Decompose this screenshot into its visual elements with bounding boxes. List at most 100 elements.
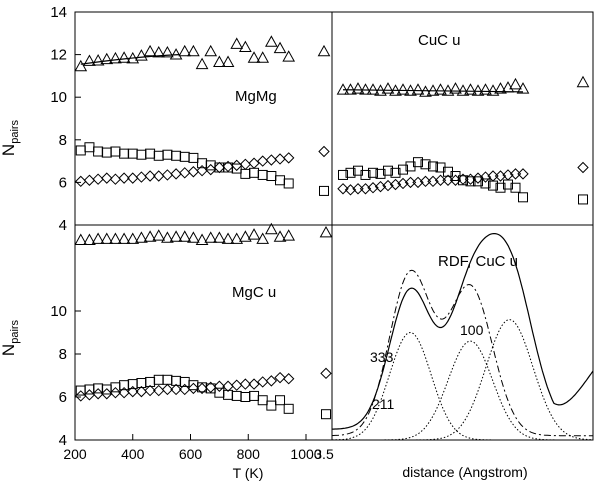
data-point-cucu-triangle [494,82,507,94]
rdf-peak-label-333: 333 [370,349,394,365]
data-point-mgcu-square [283,403,294,414]
data-point-mgmg-square [249,167,260,178]
panel-label-mgcu: MgC u [232,284,276,301]
data-point-mgmg-triangle [187,44,200,57]
y-tick-label-top: 10 [50,89,67,106]
data-point-mgcu-square [249,390,260,401]
y-axis-label-bottom-sub: pairs [9,319,21,343]
data-point-cucu-triangle [486,84,500,96]
data-point-mgmg-diamond [265,154,278,166]
data-point-cucu-diamond [487,170,499,182]
data-point-cucu-diamond [517,168,529,180]
data-point-mgmg-square [84,142,95,153]
data-point-cucu-triangle [366,83,380,95]
data-point-mgmg-triangle [213,55,226,67]
data-point-mgcu-diamond [282,373,295,385]
data-point-mgcu-triangle [135,231,148,243]
extra-point-mgmg-square [319,185,329,196]
data-point-cucu-triangle [464,83,477,95]
data-point-mgmg-diamond [231,159,243,172]
data-point-mgcu-triangle [230,232,244,244]
data-point-mgmg-diamond [109,173,122,185]
data-point-mgmg-diamond [256,155,269,167]
data-point-mgmg-square [171,150,182,161]
data-point-mgcu-triangle [178,230,192,242]
extra-point-cucu-triangle [576,75,590,88]
data-point-mgcu-diamond [135,385,148,398]
data-point-mgmg-diamond [75,175,87,188]
panel-label-mgmg: MgMg [235,88,277,105]
data-point-mgcu-triangle [213,231,226,243]
plot-frame [74,11,594,441]
y-axis-label-top: Npairs [0,119,21,156]
data-point-mgmg-square [127,148,138,159]
data-point-mgcu-triangle [169,230,183,242]
data-point-mgmg-diamond [222,160,234,173]
data-point-mgmg-diamond [83,174,96,186]
data-point-mgmg-diamond [101,172,113,184]
data-point-mgcu-square [240,392,251,402]
data-point-mgcu-triangle [74,233,88,245]
data-point-mgcu-triangle [247,228,261,240]
data-point-mgmg-triangle [83,54,96,66]
data-point-mgmg-square [119,148,130,159]
data-point-mgcu-diamond [274,371,286,384]
data-point-mgmg-square [205,160,216,171]
extra-point-cucu-diamond [577,161,589,174]
y-tick-label-top: 14 [50,4,67,21]
data-point-mgmg-triangle [230,37,244,49]
data-point-mgcu-diamond [75,390,87,402]
data-point-mgmg-square [162,149,173,160]
data-point-cucu-triangle [509,77,522,90]
data-point-mgmg-diamond [135,171,148,183]
data-point-mgmg-triangle [91,54,105,66]
data-point-mgcu-triangle [109,232,122,244]
data-point-mgcu-triangle [265,222,278,235]
x-axis-label-left: T (K) [233,465,264,481]
data-point-mgcu-triangle [91,232,105,244]
data-point-cucu-square [368,167,378,178]
data-point-mgmg-triangle [256,51,270,63]
data-point-mgmg-square [188,152,199,163]
data-point-mgmg-triangle [204,44,218,57]
rdf-peak-label-100: 100 [460,322,484,338]
data-point-mgcu-diamond [92,388,104,400]
y-tick-label-top: 6 [59,174,67,191]
data-point-mgcu-square [231,390,242,401]
data-point-mgmg-square [153,150,164,161]
data-point-mgmg-triangle [143,44,157,57]
y-axis-label-top-sub: pairs [9,119,21,143]
data-point-cucu-diamond [442,174,454,186]
data-point-cucu-square [360,169,371,180]
data-point-cucu-square [375,168,386,179]
data-point-cucu-square [398,164,408,175]
data-point-mgmg-diamond [205,163,217,176]
data-point-mgmg-diamond [144,170,156,182]
data-point-mgcu-diamond [144,384,156,397]
data-point-mgmg-diamond [274,153,286,165]
data-point-cucu-triangle [456,84,470,96]
data-point-cucu-triangle [344,83,357,95]
data-point-mgcu-triangle [152,229,166,241]
data-point-mgmg-diamond [248,157,260,169]
y-tick-label-bottom: 6 [59,389,67,406]
data-point-cucu-square [510,182,521,193]
data-point-mgcu-diamond [161,383,174,396]
x-tick-label: 1000 [290,446,321,462]
data-point-mgcu-diamond [127,385,139,398]
extra-point-mgcu-diamond [320,367,332,380]
data-point-mgcu-square [257,395,268,406]
data-point-mgmg-square [136,149,147,160]
data-point-mgmg-diamond [187,166,200,178]
data-point-cucu-triangle [516,82,530,94]
data-point-cucu-diamond [337,183,349,195]
data-point-mgmg-triangle [117,51,131,63]
data-point-cucu-triangle [479,83,492,95]
y-tick-label-bottom: 8 [59,346,67,363]
y-tick-label-top: 4 [59,217,67,234]
data-point-cucu-triangle [449,82,462,94]
data-point-mgcu-triangle [117,232,131,244]
data-point-mgmg-square [145,148,156,159]
data-point-mgmg-square [101,147,112,158]
